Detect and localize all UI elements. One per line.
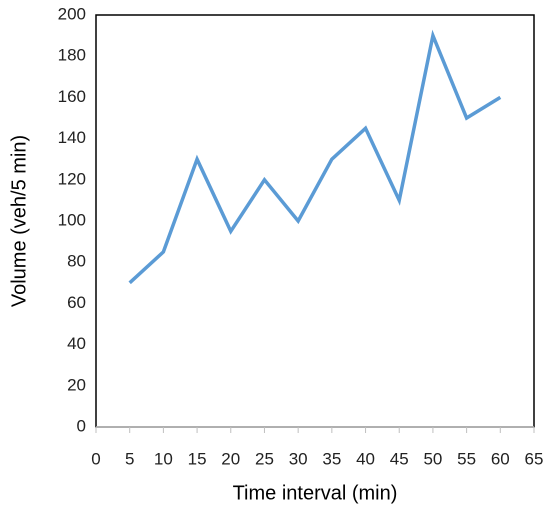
y-tick-label: 100 — [58, 210, 86, 229]
y-tick-label: 60 — [67, 293, 86, 312]
y-tick-label: 140 — [58, 128, 86, 147]
y-tick-label: 20 — [67, 375, 86, 394]
x-axis-title: Time interval (min) — [233, 482, 398, 504]
y-tick-label: 120 — [58, 169, 86, 188]
y-tick-label: 200 — [58, 4, 86, 23]
x-tick-label: 15 — [188, 449, 207, 468]
x-tick-label: 65 — [525, 449, 544, 468]
x-tick-label: 55 — [457, 449, 476, 468]
y-tick-label: 0 — [77, 416, 86, 435]
x-tick-label: 20 — [221, 449, 240, 468]
x-tick-label: 5 — [125, 449, 134, 468]
x-tick-label: 50 — [423, 449, 442, 468]
x-tick-label: 35 — [322, 449, 341, 468]
plot-frame — [95, 14, 535, 428]
y-tick-label: 40 — [67, 334, 86, 353]
x-tick-label: 45 — [390, 449, 409, 468]
y-tick-label: 80 — [67, 252, 86, 271]
x-tick-label: 25 — [255, 449, 274, 468]
data-line — [128, 29, 502, 285]
x-tick-label: 30 — [289, 449, 308, 468]
x-tick-label: 0 — [91, 449, 100, 468]
y-tick-label: 160 — [58, 87, 86, 106]
x-tick-label: 10 — [154, 449, 173, 468]
x-tick-label: 40 — [356, 449, 375, 468]
y-tick-label: 180 — [58, 46, 86, 65]
x-tick-label: 60 — [491, 449, 510, 468]
y-axis-title: Volume (veh/5 min) — [8, 135, 30, 307]
